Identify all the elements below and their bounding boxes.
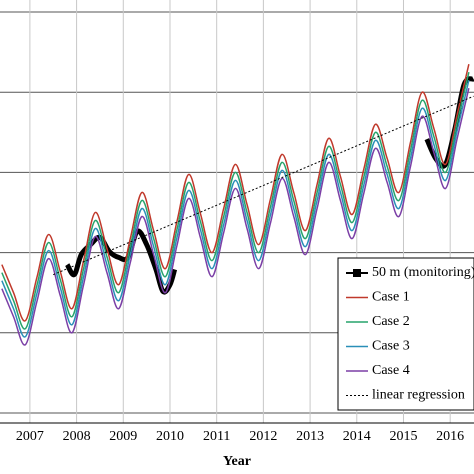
x-tick-label: 2007 [16, 429, 44, 444]
legend-label: Case 4 [372, 363, 410, 378]
legend-label: Case 3 [372, 339, 410, 354]
x-tick-label: 2016 [436, 429, 464, 444]
legend-label: linear regression [372, 388, 465, 403]
series-line [1, 88, 470, 346]
x-tick-label: 2012 [249, 429, 277, 444]
series-line [1, 63, 470, 322]
legend-label: 50 m (monitoring) [372, 265, 474, 280]
x-tick-label: 2015 [389, 429, 417, 444]
x-tick-label: 2013 [296, 429, 324, 444]
legend-label: Case 2 [372, 314, 410, 329]
series-line [1, 72, 470, 330]
x-tick-label: 2011 [203, 429, 230, 444]
x-tick-label: 2014 [343, 429, 371, 444]
series-line [1, 80, 470, 338]
legend-marker [353, 269, 361, 277]
legend-label: Case 1 [372, 290, 410, 305]
legend-box [337, 257, 474, 411]
x-tick-label: 2008 [63, 429, 91, 444]
series-line [53, 95, 474, 276]
x-axis-label: Year [223, 454, 251, 469]
x-tick-label: 2009 [109, 429, 137, 444]
x-tick-label: 2010 [156, 429, 184, 444]
